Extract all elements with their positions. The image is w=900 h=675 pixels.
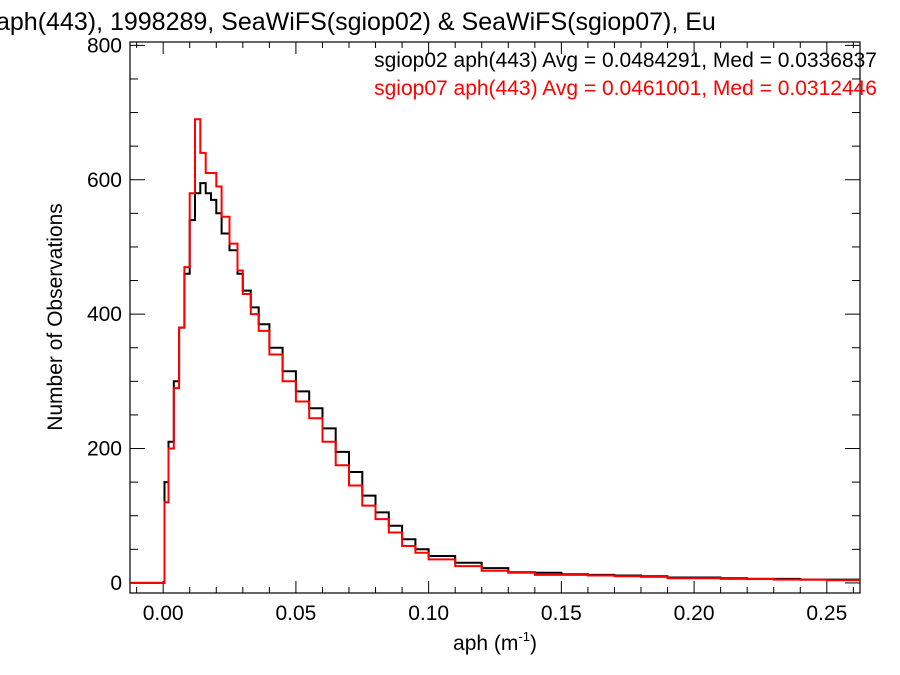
y-tick-label: 600 [87,169,122,192]
y-axis-label: Number of Observations [44,203,67,431]
x-tick-labels: 0.00 0.05 0.10 0.15 0.20 0.25 [143,602,848,625]
x-axis-label: aph (m-1) [453,629,537,655]
x-tick-label: 0.15 [541,602,582,625]
y-tick-label: 400 [87,303,122,326]
x-tick-label: 0.20 [674,602,715,625]
x-tick-label: 0.05 [275,602,316,625]
x-tick-label: 0.00 [143,602,184,625]
x-axis-label-main: aph (m [453,632,518,655]
series-line-sgiop02 [131,182,860,584]
x-axis-label-close: ) [530,632,537,655]
legend-entry: sgiop02 aph(443) Avg = 0.0484291, Med = … [374,49,877,72]
y-tick-label: 800 [87,34,122,57]
series-layer [131,118,860,584]
x-axis-label-superscript: -1 [518,629,530,644]
y-tick-labels: 0 200 400 600 800 [87,34,122,595]
y-tick-label: 200 [87,438,122,461]
chart-title: aph(443), 1998289, SeaWiFS(sgiop02) & Se… [0,8,716,36]
series-line-sgiop07 [131,118,860,584]
x-tick-label: 0.10 [408,602,449,625]
axis-ticks [130,42,860,593]
x-tick-label: 0.25 [806,602,847,625]
legend-entry: sgiop07 aph(443) Avg = 0.0461001, Med = … [374,77,877,100]
y-tick-label: 0 [110,572,122,595]
plot-frame [129,41,861,594]
legend: sgiop02 aph(443) Avg = 0.0484291, Med = … [374,49,877,100]
